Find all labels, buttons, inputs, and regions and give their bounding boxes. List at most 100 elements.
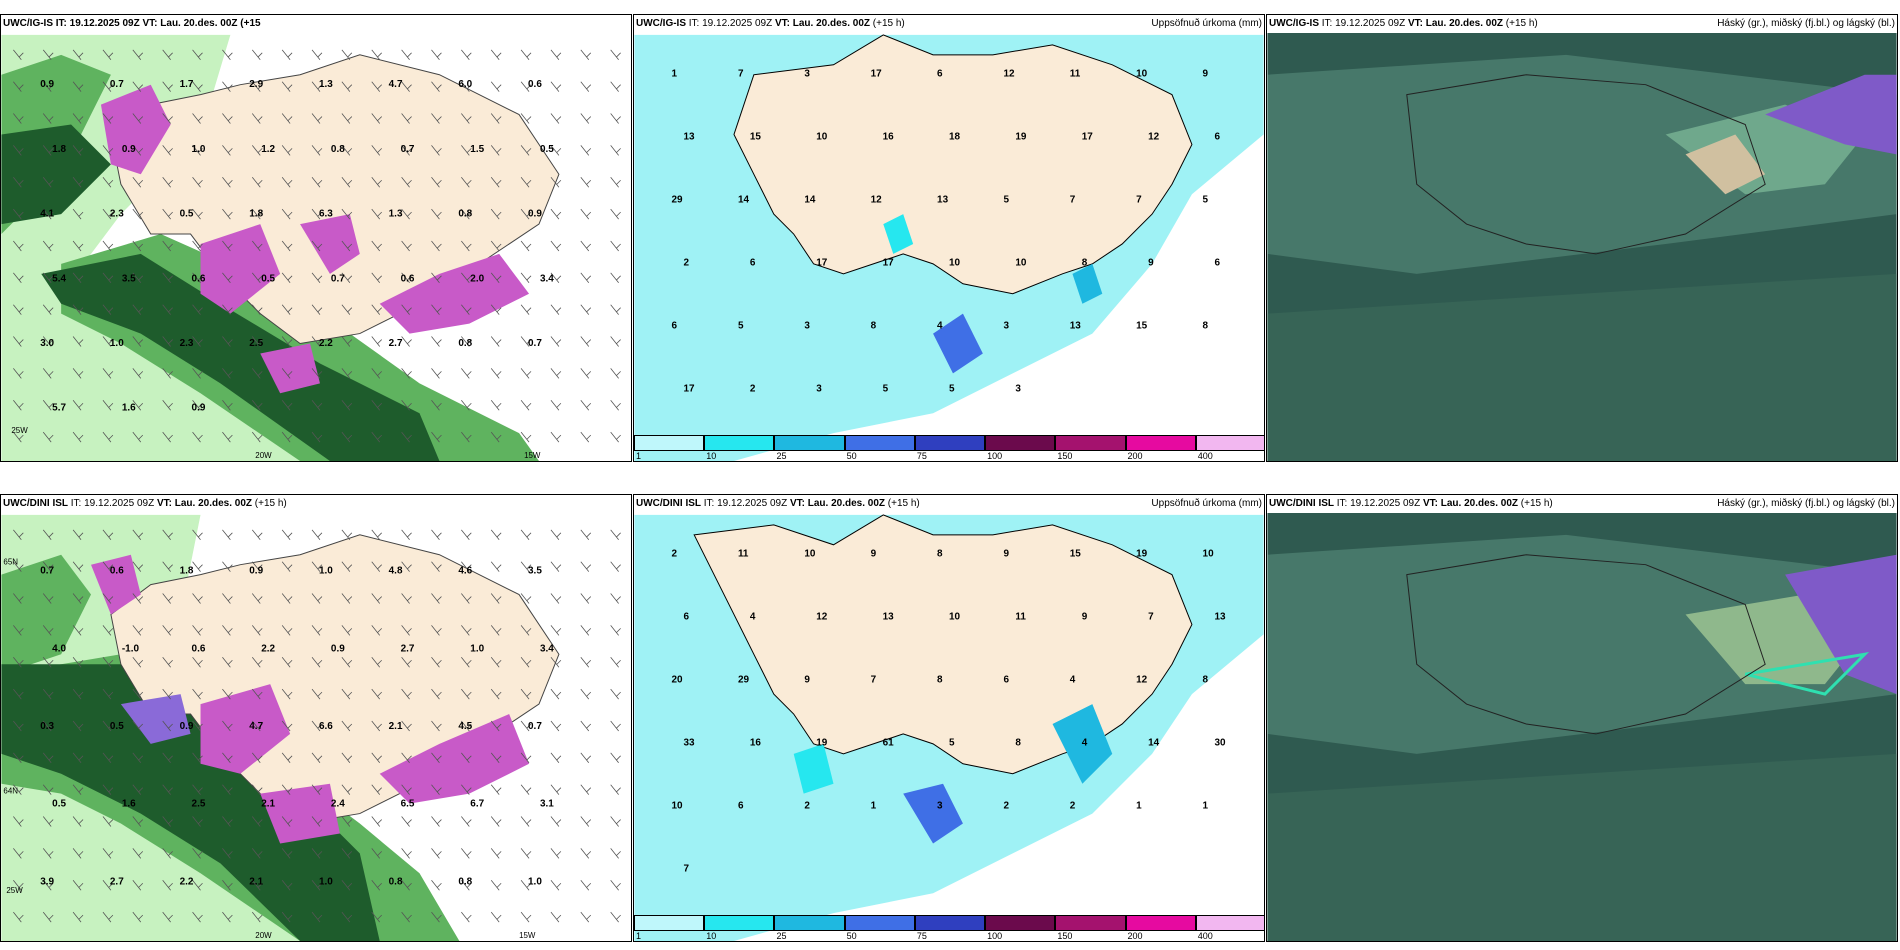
wind-barb: [222, 81, 233, 92]
wind-barb: [341, 593, 353, 604]
map-value-label: 4.7: [249, 721, 263, 732]
colorbar-cell: [774, 915, 845, 931]
wind-barb: [192, 145, 203, 156]
wind-barb: [222, 272, 233, 284]
map-value-label: 13: [1070, 321, 1082, 332]
wind-barb: [580, 81, 592, 92]
wind-barb: [461, 81, 472, 92]
map-value-label: 0.9: [192, 403, 206, 414]
colorbar-label: 10: [706, 451, 717, 461]
wind-barb: [461, 49, 472, 61]
map-value-label: 8: [937, 548, 943, 559]
wind-barb: [13, 177, 24, 188]
map-value-label: 3.5: [528, 566, 542, 577]
wind-barb: [520, 752, 532, 764]
wind-barb: [132, 848, 144, 859]
wind-barb: [520, 272, 532, 284]
map-value-label: 0.9: [249, 566, 263, 577]
wind-barb: [580, 720, 592, 732]
wind-barb: [550, 593, 562, 604]
wind-barb: [42, 272, 54, 284]
wind-barb: [162, 848, 173, 859]
wind-barb: [162, 81, 173, 92]
map-value-label: 8: [1203, 321, 1209, 332]
wind-barb: [72, 561, 84, 572]
map-value-label: 8: [1203, 674, 1209, 685]
wind-barb: [102, 752, 114, 764]
wind-barb: [42, 625, 54, 636]
wind-barb: [550, 720, 562, 732]
wind-barb: [42, 561, 54, 572]
wind-barb: [341, 304, 353, 315]
map-value-label: 0.7: [528, 338, 542, 349]
map-value-label: 1: [672, 68, 678, 79]
wind-barb: [371, 784, 382, 795]
map-value-label: 2.1: [249, 876, 263, 887]
wind-barb: [281, 911, 293, 923]
wind-barb: [371, 113, 382, 124]
wind-barb: [431, 431, 442, 443]
wind-barb: [580, 529, 592, 541]
wind-barb: [42, 240, 54, 252]
wind-barb: [311, 593, 323, 604]
map-value-label: 3.4: [540, 643, 554, 654]
map-value-label: 2.4: [331, 799, 345, 810]
map-value-label: 2: [750, 384, 756, 395]
wind-barb: [461, 911, 472, 923]
map-value-label: 2.7: [389, 338, 403, 349]
wind-barb: [341, 911, 353, 923]
svg-text:15W: 15W: [519, 931, 536, 940]
wind-barb: [371, 752, 382, 764]
map-value-label: 1.0: [528, 876, 542, 887]
map-value-label: 0.7: [110, 79, 124, 90]
wind-barb: [72, 113, 84, 124]
wind-barb: [132, 81, 144, 92]
wind-barb: [610, 529, 621, 541]
wind-barb: [102, 593, 114, 604]
map-value-label: 5.4: [52, 273, 66, 284]
wind-barb: [341, 49, 353, 61]
wind-barb: [162, 304, 173, 315]
wind-barb: [102, 368, 114, 379]
map-value-label: 0.6: [401, 273, 415, 284]
map-value-label: 4.1: [40, 209, 54, 220]
wind-barb: [341, 529, 353, 541]
wind-barb: [431, 848, 442, 859]
wind-barb: [251, 368, 263, 379]
precip-value-labels-row2: 0.7 0.6 1.8 0.9 1.0 4.8 4.6 3.5 4.0 -1.0 0.6 2.2 0.9…: [40, 566, 554, 888]
map-value-label: 0.5: [261, 273, 275, 284]
wind-barb: [550, 400, 562, 411]
wind-barb: [610, 752, 621, 764]
wind-barb: [192, 81, 203, 92]
wind-barb: [490, 657, 502, 668]
wind-barb: [431, 688, 442, 700]
wind-barb: [371, 816, 382, 827]
wind-barb: [222, 145, 233, 156]
wind-barb: [461, 304, 472, 315]
wind-barb: [102, 81, 114, 92]
map-value-label: 3: [804, 68, 810, 79]
wind-barb: [281, 784, 293, 795]
panel-title-cloud-row2: UWC/DINI ISL IT: 19.12.2025 09Z VT: Lau.…: [1267, 495, 1897, 513]
wind-barb: [42, 657, 54, 668]
wind-barb: [132, 561, 144, 572]
map-value-label: 29: [738, 674, 750, 685]
map-value-label: 3: [1015, 384, 1021, 395]
wind-barb: [371, 720, 382, 732]
wind-barb: [72, 240, 84, 252]
wind-barb: [371, 240, 382, 252]
wind-barb: [162, 529, 173, 541]
wind-barb: [132, 304, 144, 315]
wind-barb: [550, 561, 562, 572]
wind-barb: [490, 208, 502, 220]
wind-barb: [431, 816, 442, 827]
map-value-label: 1: [1203, 801, 1209, 812]
wind-barb: [401, 848, 412, 859]
wind-barb: [580, 304, 592, 315]
colorbar-cell: [634, 435, 705, 451]
wind-barb: [580, 431, 592, 443]
wind-barb: [520, 720, 532, 732]
wind-barb: [520, 145, 532, 156]
wind-barb: [102, 625, 114, 636]
colorbar-label: 200: [1127, 931, 1143, 941]
